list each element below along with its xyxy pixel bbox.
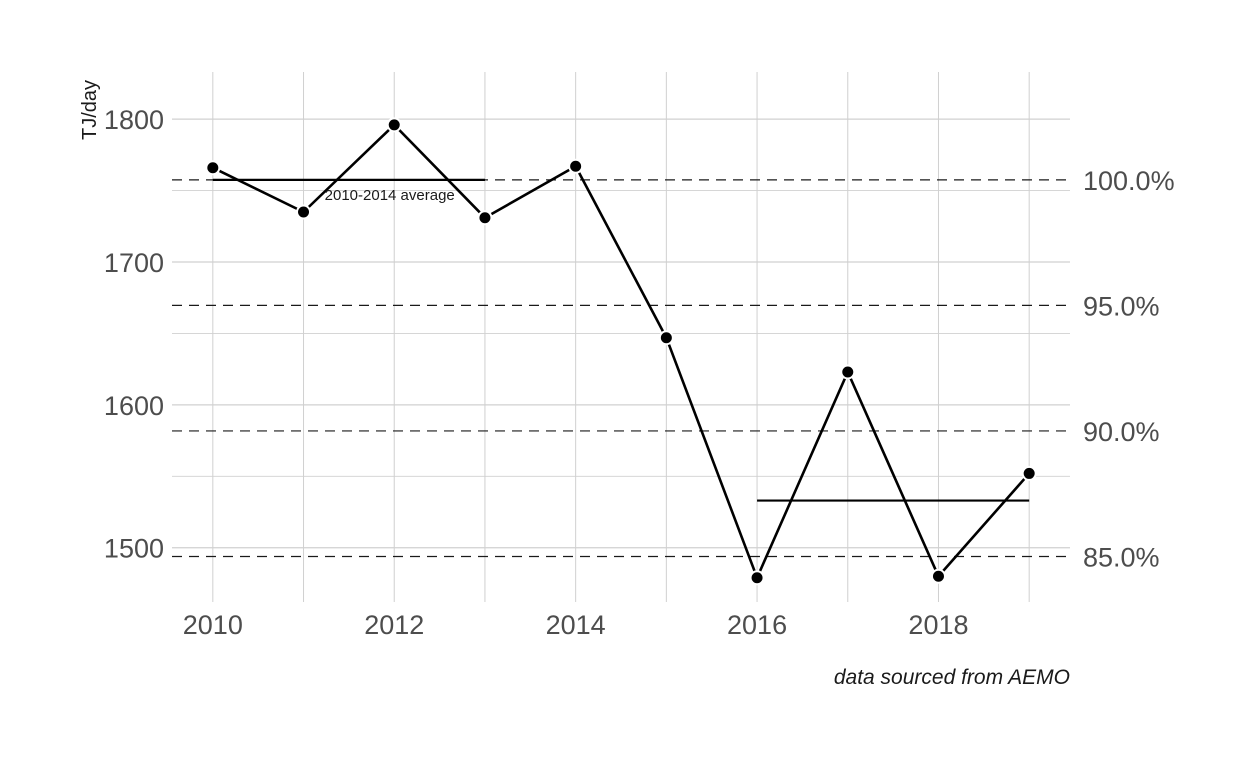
data-point <box>1021 465 1037 481</box>
average-lines <box>212 178 1030 502</box>
x-tick-label: 2016 <box>727 610 787 640</box>
x-tick-label: 2012 <box>364 610 424 640</box>
data-point <box>840 364 856 380</box>
secondary-tick-label: 85.0% <box>1083 542 1160 572</box>
data-point <box>568 158 584 174</box>
annotation-label: 2010-2014 average <box>325 187 455 204</box>
y-tick-label: 1500 <box>104 534 164 564</box>
secondary-tick-label: 95.0% <box>1083 291 1160 321</box>
data-point <box>749 570 765 586</box>
y-tick-label: 1700 <box>104 248 164 278</box>
x-tick-label: 2014 <box>546 610 606 640</box>
y-tick-label: 1800 <box>104 105 164 135</box>
chart-caption: data sourced from AEMO <box>834 666 1070 689</box>
data-series <box>205 117 1037 586</box>
data-point <box>296 204 312 220</box>
reference-lines <box>172 179 1070 558</box>
chart-text: 85.0% 90.0% 95.0% 100.0% 1500 1600 1700 1800 201… <box>79 80 1175 689</box>
y-axis-title: TJ/day <box>79 80 101 140</box>
gridlines <box>172 72 1070 602</box>
secondary-tick-label: 100.0% <box>1083 166 1175 196</box>
data-point <box>658 330 674 346</box>
secondary-tick-label: 90.0% <box>1083 417 1160 447</box>
series-line <box>212 123 1031 580</box>
x-tick-label: 2018 <box>908 610 968 640</box>
data-point <box>386 117 402 133</box>
data-point <box>205 160 221 176</box>
data-point <box>477 210 493 226</box>
x-tick-label: 2010 <box>183 610 243 640</box>
y-tick-label: 1600 <box>104 391 164 421</box>
data-point <box>930 568 946 584</box>
